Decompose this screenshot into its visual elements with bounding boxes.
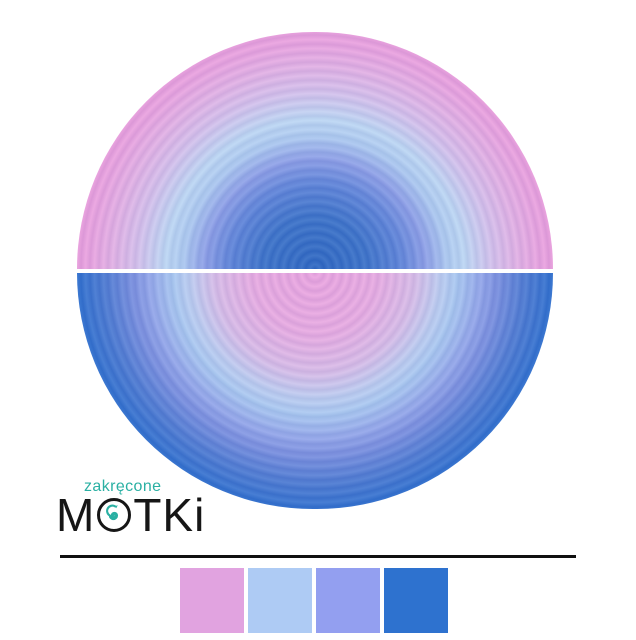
logo-brand-tki: TKi <box>133 489 206 541</box>
brand-logo: M TKi <box>56 492 205 538</box>
logo-tagline: zakręcone <box>84 478 162 495</box>
palette-swatch-light-blue <box>248 568 312 633</box>
palette-swatch-pink <box>180 568 244 633</box>
circle-top-half <box>77 32 553 269</box>
logo-brand-m: M <box>56 489 96 541</box>
palette-swatch-blue <box>384 568 448 633</box>
palette-swatches <box>180 568 448 633</box>
divider-rule <box>60 555 576 558</box>
logo-o-ring <box>97 497 132 532</box>
spiral-icon <box>105 504 118 521</box>
circle-bottom-half <box>77 273 553 509</box>
palette-swatch-periwinkle <box>316 568 380 633</box>
